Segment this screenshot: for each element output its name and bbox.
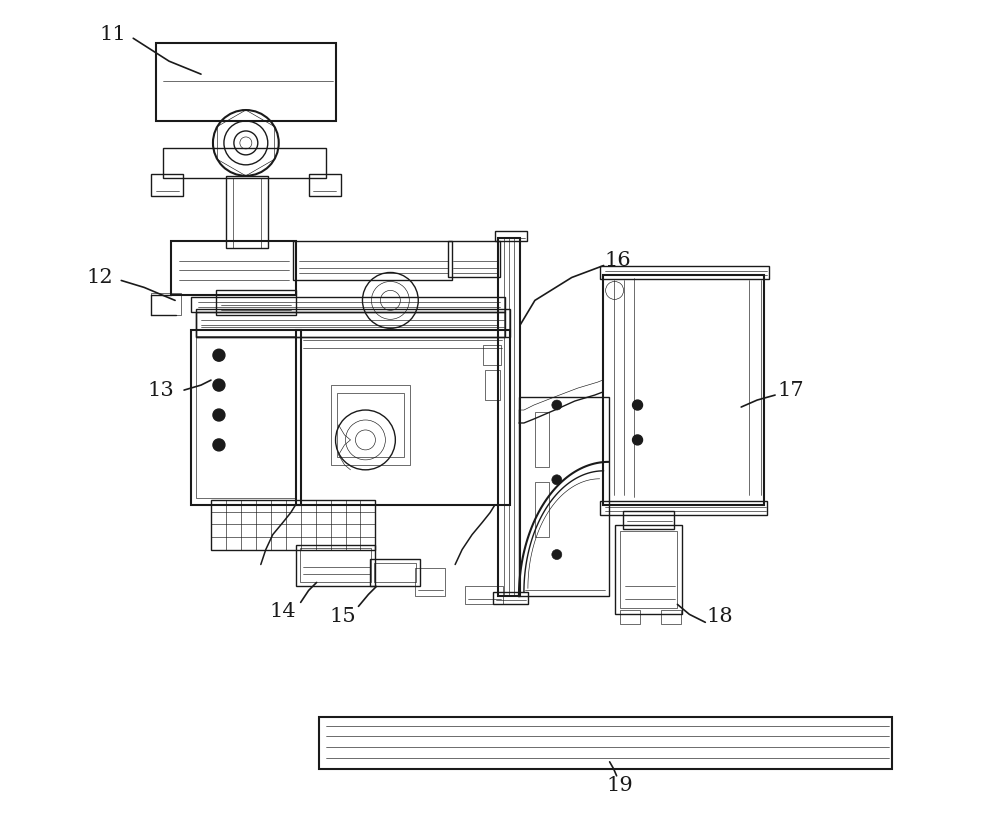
Bar	[415, 569, 445, 596]
Bar	[483, 345, 501, 365]
Bar	[151, 174, 183, 195]
Bar	[535, 482, 549, 537]
Bar	[196, 337, 295, 498]
Bar	[156, 43, 336, 121]
Bar	[370, 559, 420, 586]
Text: 14: 14	[269, 602, 296, 621]
Circle shape	[552, 475, 562, 485]
Bar	[196, 309, 510, 337]
Circle shape	[552, 400, 562, 410]
Text: 15: 15	[329, 607, 356, 626]
Text: 17: 17	[778, 381, 804, 400]
Text: 13: 13	[148, 381, 175, 400]
Bar	[226, 176, 268, 247]
Bar	[337, 393, 404, 457]
Bar	[319, 717, 892, 769]
Text: 11: 11	[100, 25, 127, 43]
Bar	[171, 240, 296, 296]
Text: 18: 18	[706, 607, 733, 626]
Text: 16: 16	[604, 251, 631, 270]
Bar	[448, 240, 500, 277]
Text: 19: 19	[606, 777, 633, 795]
Bar	[293, 240, 452, 281]
Bar	[623, 511, 674, 529]
Circle shape	[552, 549, 562, 559]
Bar	[535, 412, 549, 467]
Bar	[211, 499, 375, 549]
Bar	[309, 174, 341, 195]
Bar	[196, 312, 505, 337]
Bar	[620, 530, 677, 609]
Circle shape	[213, 349, 225, 362]
Bar	[600, 266, 769, 280]
Bar	[603, 276, 764, 504]
Bar	[519, 397, 609, 596]
Bar	[296, 544, 375, 586]
Bar	[498, 238, 520, 596]
Bar	[374, 563, 416, 583]
Bar	[163, 148, 326, 178]
Bar	[465, 586, 503, 605]
Circle shape	[213, 379, 225, 391]
Bar	[495, 230, 527, 240]
Bar	[661, 610, 681, 625]
Circle shape	[633, 400, 643, 410]
Circle shape	[213, 439, 225, 451]
Circle shape	[633, 435, 643, 445]
Bar	[296, 331, 510, 504]
Bar	[151, 293, 181, 316]
Bar	[216, 291, 296, 316]
Bar	[331, 385, 410, 465]
Bar	[600, 501, 767, 514]
Bar	[485, 370, 500, 400]
Bar	[300, 548, 371, 583]
Bar	[191, 331, 301, 504]
Text: 12: 12	[86, 268, 113, 287]
Bar	[615, 524, 682, 615]
Bar	[191, 297, 505, 312]
Bar	[493, 592, 528, 605]
Circle shape	[213, 409, 225, 421]
Bar	[620, 610, 640, 625]
